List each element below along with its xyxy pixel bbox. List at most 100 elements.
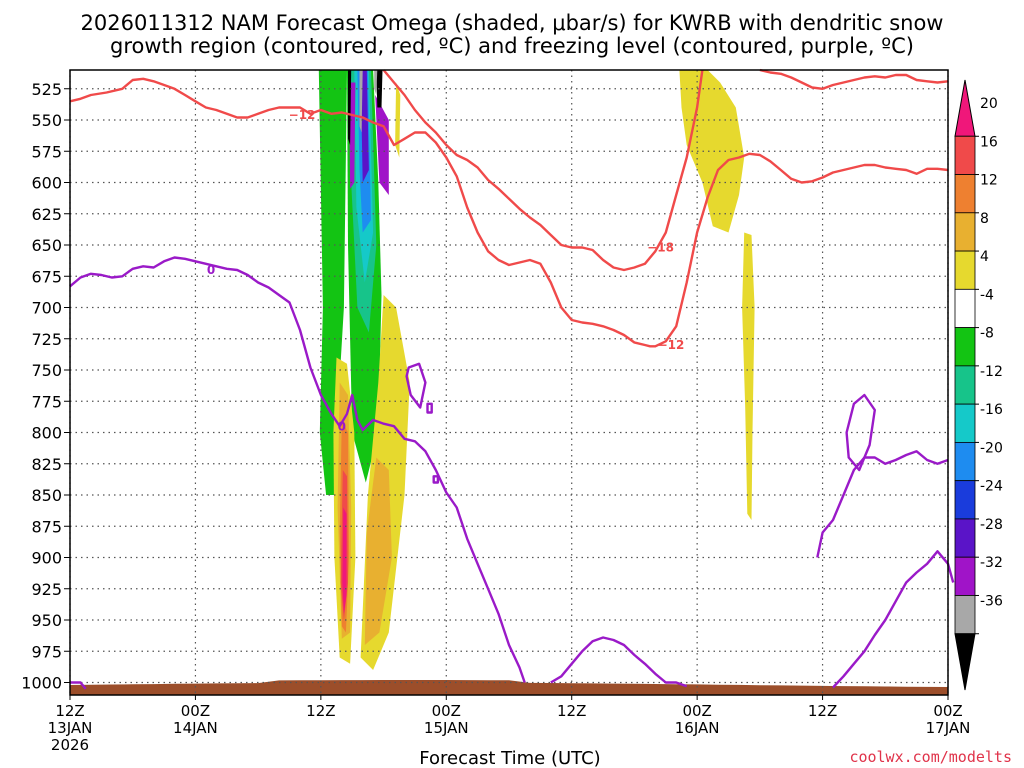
colorbar-bin-8 (954, 403, 976, 443)
omega-region-11 (374, 70, 378, 95)
x-tick-label-12-2: 14JAN (173, 719, 218, 737)
colorbar-label-8: 8 (980, 211, 989, 227)
x-tick-label-24-1: 12Z (306, 702, 335, 720)
dgz-minus18-contour-0 (382, 69, 704, 272)
colorbar: 20 16 12 8 4 -4 -8 -12 -16 -20 -24 -28 -32 -36 (954, 79, 1003, 691)
omega-region-12 (395, 82, 401, 158)
colorbar-label--4: -4 (980, 287, 994, 303)
y-axis: 525 550 575 600 625 650 675 700 725 750 775 800 825 8… (21, 80, 70, 693)
gridlines (69, 70, 949, 695)
credit-text: coolwx.com/modelts (849, 748, 1012, 766)
colorbar-label-4: 4 (980, 249, 989, 265)
colorbar-label--36: -36 (980, 593, 1003, 609)
x-tick-label-12-1: 00Z (181, 702, 210, 720)
dgz-minus12-contour-0 (69, 77, 949, 348)
y-tick-label-900: 900 (31, 549, 62, 568)
y-tick-label-525: 525 (31, 80, 62, 99)
omega-region-21 (742, 232, 755, 520)
y-tick-label-1000: 1000 (21, 674, 62, 693)
contour-layer (69, 68, 955, 690)
y-tick-label-650: 650 (31, 236, 62, 255)
contour-labels: −12 −18 −12 0 0 (207, 108, 684, 433)
y-tick-label-875: 875 (31, 517, 62, 536)
y-tick-label-750: 750 (31, 361, 62, 380)
terrain-layer (70, 680, 948, 695)
y-tick-label-700: 700 (31, 299, 62, 318)
colorbar-label-16: 16 (980, 134, 998, 150)
x-tick-label-84-1: 00Z (933, 702, 962, 720)
y-tick-label-800: 800 (31, 424, 62, 443)
omega-region-19 (342, 507, 347, 614)
omega-region-15 (364, 457, 392, 645)
y-tick-label-625: 625 (31, 205, 62, 224)
chart-title-line1: 2026011312 NAM Forecast Omega (shaded, μ… (81, 11, 944, 35)
colorbar-bin-13 (954, 595, 976, 635)
colorbar-bin-7 (954, 365, 976, 405)
y-tick-label-825: 825 (31, 455, 62, 474)
freezing-level-contour-3 (832, 550, 955, 689)
y-tick-label-775: 775 (31, 392, 62, 411)
colorbar-bin-10 (954, 480, 976, 520)
x-tick-label-60-2: 16JAN (675, 719, 720, 737)
colorbar-bin-2 (954, 174, 976, 214)
colorbar-label--16: -16 (980, 402, 1003, 418)
x-tick-label-0-3: 2026 (51, 736, 89, 754)
colorbar-label-20: 20 (980, 96, 998, 112)
colorbar-bin-12 (954, 556, 976, 596)
omega-shading-layer (318, 70, 755, 670)
omega-region-5 (360, 70, 369, 183)
x-tick-label-36-1: 00Z (432, 702, 461, 720)
colorbar-bin-9 (954, 441, 976, 482)
contour-label-0: −12 (289, 108, 316, 122)
y-tick-label-975: 975 (31, 642, 62, 661)
x-tick-label-0-1: 12Z (55, 702, 84, 720)
colorbar-label--24: -24 (980, 479, 1003, 495)
x-tick-label-48-1: 12Z (557, 702, 586, 720)
colorbar-bin-4 (954, 250, 976, 290)
y-tick-label-575: 575 (31, 142, 62, 161)
colorbar-label--32: -32 (980, 555, 1003, 571)
contour-label-2: −12 (658, 338, 685, 352)
freezing-level-contour-4 (816, 450, 949, 558)
y-tick-label-950: 950 (31, 611, 62, 630)
plot-frame (69, 69, 949, 696)
x-tick-label-0-2: 13JAN (48, 719, 93, 737)
contour-label-4: 0 (338, 419, 346, 433)
y-tick-label-925: 925 (31, 580, 62, 599)
colorbar-bin-5 (954, 288, 976, 329)
freezing-level-contour-2 (550, 636, 688, 688)
y-tick-label-850: 850 (31, 486, 62, 505)
freezing-level-contour-1 (70, 681, 87, 690)
freezing-level-closed-contour-1 (426, 402, 433, 414)
terrain-ground (70, 680, 948, 695)
colorbar-cap-top (954, 79, 976, 137)
colorbar-label-12: 12 (980, 173, 998, 189)
omega-region-6 (349, 82, 356, 189)
x-axis-label: Forecast Time (UTC) (419, 748, 600, 768)
y-tick-label-725: 725 (31, 330, 62, 349)
colorbar-bin-1 (954, 135, 976, 175)
contour-label-1: −18 (647, 241, 674, 255)
colorbar-label--20: -20 (980, 440, 1003, 456)
x-tick-label-84-2: 17JAN (926, 719, 971, 737)
colorbar-label--12: -12 (980, 364, 1003, 380)
freezing-level-closed-contour-0 (405, 362, 427, 409)
freezing-level-closed-contour-2 (432, 475, 440, 484)
contour-label-3: 0 (207, 263, 215, 277)
y-tick-label-600: 600 (31, 174, 62, 193)
y-tick-label-550: 550 (31, 111, 62, 130)
freezing-level-closed-contour-3 (845, 393, 876, 472)
omega-region-0 (318, 70, 347, 495)
omega-region-8 (348, 70, 352, 145)
colorbar-bin-11 (954, 518, 976, 558)
x-tick-label-36-2: 15JAN (424, 719, 469, 737)
colorbar-bin-3 (954, 212, 976, 252)
chart-title-line2: growth region (contoured, red, ºC) and f… (110, 34, 914, 58)
colorbar-cap-bottom (954, 633, 976, 691)
dgz-minus18-contour-1 (759, 68, 949, 90)
x-tick-label-60-1: 00Z (682, 702, 711, 720)
y-tick-label-675: 675 (31, 267, 62, 286)
colorbar-bin-6 (954, 327, 976, 367)
